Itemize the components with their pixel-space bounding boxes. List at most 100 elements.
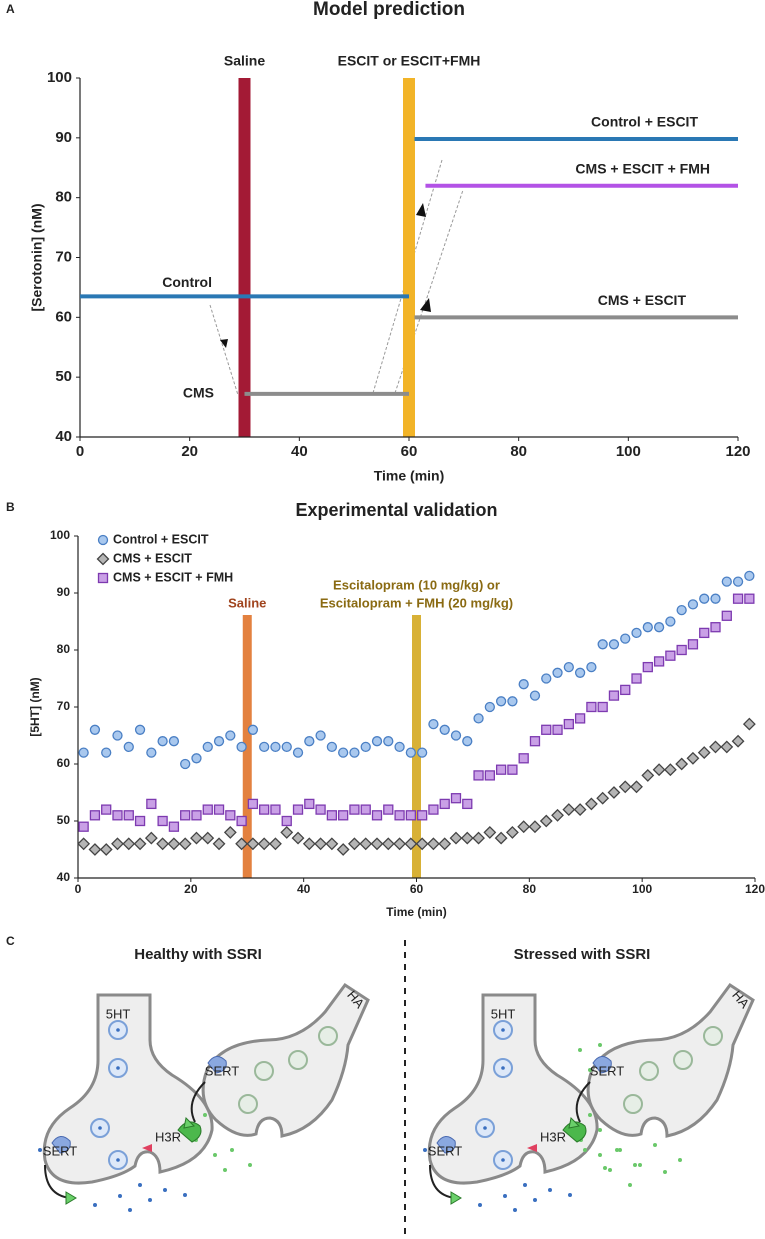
point	[653, 656, 665, 667]
point	[552, 724, 563, 735]
point	[383, 804, 394, 815]
point	[584, 797, 598, 811]
event-bar	[242, 615, 252, 878]
point	[201, 831, 215, 845]
point	[325, 837, 339, 851]
point	[348, 837, 361, 851]
point	[597, 639, 608, 650]
point	[191, 753, 202, 764]
y-tick-label: 70	[57, 699, 71, 713]
x-tick-label: 100	[616, 443, 641, 460]
h3-effect	[142, 1144, 152, 1152]
point	[449, 831, 463, 845]
point	[359, 837, 373, 851]
point	[236, 815, 247, 827]
point	[292, 804, 304, 815]
x-tick-label: 120	[725, 443, 750, 460]
point	[112, 810, 123, 821]
point	[89, 724, 101, 735]
point	[653, 622, 665, 633]
point	[686, 751, 700, 765]
point	[473, 713, 484, 724]
y-tick-label: 50	[57, 813, 71, 827]
point	[235, 837, 249, 851]
point	[281, 815, 292, 827]
point	[721, 610, 732, 621]
point	[178, 837, 192, 851]
point	[563, 661, 574, 673]
point	[302, 837, 316, 851]
point	[291, 831, 305, 845]
point	[642, 622, 653, 633]
cell-label: H3R	[155, 1129, 181, 1144]
point	[462, 798, 473, 810]
point	[460, 831, 474, 845]
scenario-title: Healthy with SSRI	[134, 946, 262, 963]
point	[618, 780, 632, 794]
point	[157, 736, 168, 747]
point	[709, 740, 722, 754]
y-tick-label: 80	[55, 189, 72, 206]
point	[180, 758, 191, 770]
arrow	[209, 304, 239, 396]
point	[180, 810, 191, 821]
point	[370, 837, 384, 851]
point	[371, 736, 383, 747]
point	[405, 747, 417, 758]
series-label: Control + ESCIT	[591, 114, 698, 130]
point	[507, 696, 518, 707]
point	[99, 843, 113, 856]
event-label: Saline	[224, 53, 265, 69]
x-tick-label: 80	[523, 882, 537, 896]
point	[336, 843, 350, 856]
series-label: Control	[162, 274, 212, 290]
point	[608, 639, 620, 650]
y-tick-label: 60	[55, 308, 72, 325]
point	[494, 831, 508, 845]
point	[416, 747, 428, 758]
point	[122, 837, 136, 851]
chart-title: Model prediction	[313, 0, 465, 20]
point	[697, 746, 711, 760]
point	[156, 837, 170, 851]
point	[541, 673, 552, 684]
point	[304, 798, 315, 810]
x-tick-label: 40	[291, 443, 308, 460]
event-bar	[412, 615, 421, 878]
point	[529, 736, 541, 747]
point	[326, 810, 338, 821]
point	[562, 803, 576, 817]
chart-title: Experimental validation	[295, 500, 497, 520]
point	[404, 837, 418, 851]
point	[315, 730, 326, 741]
series-label: CMS + ESCIT	[598, 292, 687, 308]
neuron-diagram-copy	[421, 983, 755, 1214]
point	[349, 747, 360, 758]
point	[88, 843, 102, 856]
point	[518, 679, 529, 690]
point	[541, 724, 552, 735]
point	[641, 768, 655, 782]
panel-label: A	[6, 2, 15, 16]
point	[665, 650, 676, 661]
point	[292, 747, 304, 758]
x-axis-title: Time (min)	[386, 905, 446, 919]
point	[394, 741, 405, 753]
point	[428, 804, 439, 815]
x-tick-label: 100	[632, 882, 652, 896]
sert	[51, 1056, 227, 1154]
x-tick-label: 60	[401, 443, 418, 460]
point	[225, 730, 236, 741]
arrow-head	[65, 1116, 196, 1205]
point	[101, 804, 112, 815]
point	[78, 747, 89, 758]
point	[202, 804, 213, 815]
point	[123, 810, 134, 821]
point	[484, 770, 495, 781]
x-tick-label: 80	[510, 443, 527, 460]
point	[710, 622, 721, 633]
point	[699, 627, 710, 639]
point	[484, 701, 495, 713]
point	[360, 804, 371, 815]
